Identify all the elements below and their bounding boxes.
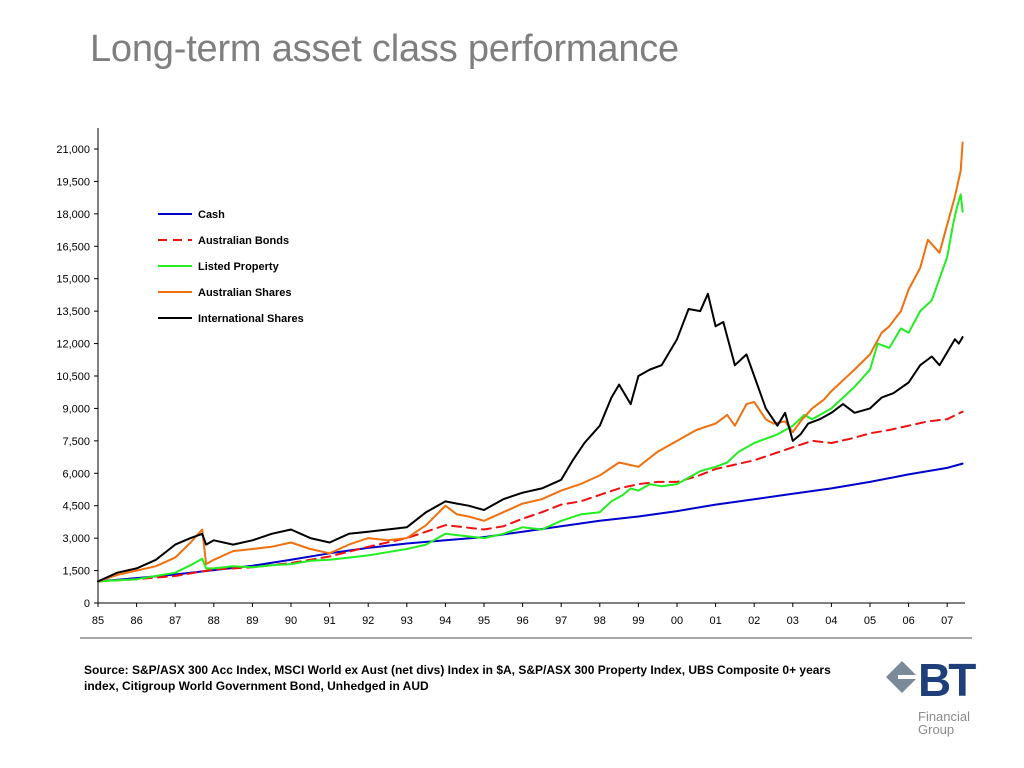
x-tick-label: 88 — [208, 615, 220, 627]
diamond-bar-icon — [898, 675, 920, 679]
y-tick-label: 21,000 — [56, 144, 90, 156]
x-tick-label: 87 — [169, 615, 181, 627]
y-tick-label: 4,500 — [62, 501, 90, 513]
y-tick-label: 13,500 — [56, 306, 90, 318]
legend-label: International Shares — [198, 313, 304, 325]
series-line-cash — [97, 462, 964, 583]
x-tick-label: 92 — [362, 615, 374, 627]
x-tick-label: 91 — [323, 615, 335, 627]
y-tick-label: 0 — [84, 598, 90, 610]
x-tick-label: 05 — [864, 615, 876, 627]
y-tick-label: 7,500 — [62, 436, 90, 448]
y-tick-label: 1,500 — [62, 566, 90, 578]
x-tick-label: 96 — [516, 615, 528, 627]
page-title: Long-term asset class performance — [90, 28, 679, 70]
x-tick-label: 07 — [941, 615, 953, 627]
footer-divider — [80, 637, 972, 639]
bt-logo — [886, 661, 920, 693]
x-tick-label: 89 — [246, 615, 258, 627]
bt-logo-text: BT — [918, 654, 976, 706]
line-chart: 0 1,500 3,000 4,500 6,000 7,500 9,000 10,500 12,… — [56, 128, 965, 627]
x-tick-label: 98 — [594, 615, 606, 627]
x-tick-label: 02 — [748, 615, 760, 627]
chart-legend: Cash Australian Bonds Listed Property Austr… — [158, 209, 304, 325]
y-tick-label: 18,000 — [56, 209, 90, 221]
x-tick-label: 01 — [709, 615, 721, 627]
x-tick-label: 95 — [478, 615, 490, 627]
y-tick-label: 19,500 — [56, 176, 90, 188]
x-tick-label: 99 — [632, 615, 644, 627]
legend-label: Australian Shares — [198, 287, 292, 299]
series-line-listed-property — [97, 193, 964, 583]
x-tick-label: 93 — [401, 615, 413, 627]
legend-label: Listed Property — [198, 261, 280, 273]
series-line-international-shares — [97, 292, 964, 583]
y-tick-label: 3,000 — [62, 533, 90, 545]
x-tick-label: 00 — [671, 615, 683, 627]
x-tick-label: 04 — [825, 615, 837, 627]
bt-logo-subtitle: Financial Group — [918, 710, 988, 736]
series-line-australian-bonds — [97, 410, 964, 583]
x-tick-label: 94 — [439, 615, 451, 627]
y-tick-label: 10,500 — [56, 371, 90, 383]
x-tick-label: 90 — [285, 615, 297, 627]
y-tick-label: 9,000 — [62, 403, 90, 415]
y-tick-label: 6,000 — [62, 468, 90, 480]
legend-label: Australian Bonds — [198, 235, 289, 247]
chart-axes: 0 1,500 3,000 4,500 6,000 7,500 9,000 10,500 12,… — [56, 128, 965, 627]
series-line-australian-shares — [97, 141, 964, 583]
x-tick-label: 03 — [787, 615, 799, 627]
legend-label: Cash — [198, 209, 225, 221]
bt-logo-subtitle-line2: Group — [918, 722, 955, 737]
y-tick-label: 12,000 — [56, 339, 90, 351]
x-tick-label: 86 — [130, 615, 142, 627]
bt-logo-subtitle-line1: Financial — [918, 709, 971, 724]
chart-series — [97, 141, 964, 583]
y-tick-label: 15,000 — [56, 274, 90, 286]
x-tick-label: 06 — [902, 615, 914, 627]
source-note: Source: S&P/ASX 300 Acc Index, MSCI Worl… — [84, 663, 831, 693]
x-tick-label: 97 — [555, 615, 567, 627]
x-tick-label: 85 — [92, 615, 104, 627]
y-tick-label: 16,500 — [56, 241, 90, 253]
